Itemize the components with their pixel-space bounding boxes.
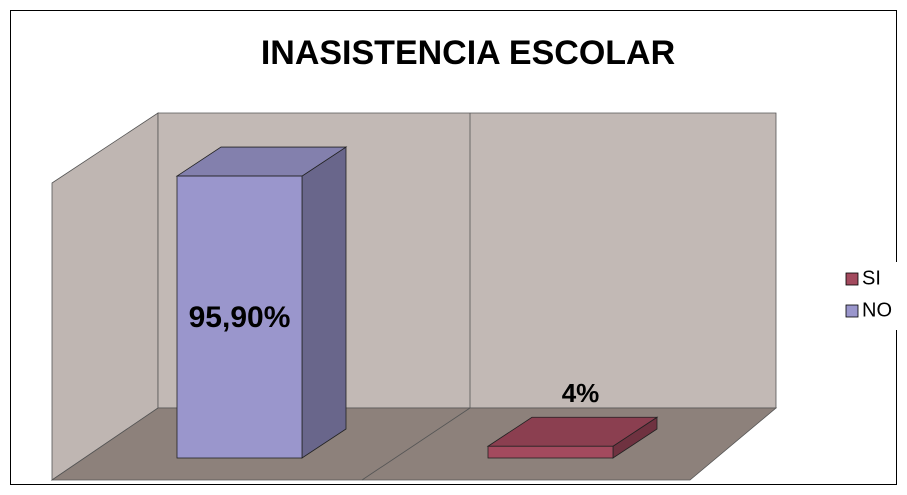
- floor: [50, 407, 778, 481]
- legend-swatch: [845, 304, 859, 318]
- chart-title: INASISTENCIA ESCOLAR: [261, 34, 675, 72]
- floor-divider: [361, 407, 471, 481]
- bar-side: [301, 146, 347, 459]
- data-label: 95,90%: [189, 301, 291, 334]
- bar: [176, 175, 303, 459]
- bar: [487, 445, 614, 459]
- legend-label: SI: [862, 267, 881, 289]
- legend-label: NO: [862, 299, 892, 321]
- legend-swatch: [845, 272, 859, 286]
- data-label: 4%: [562, 378, 600, 408]
